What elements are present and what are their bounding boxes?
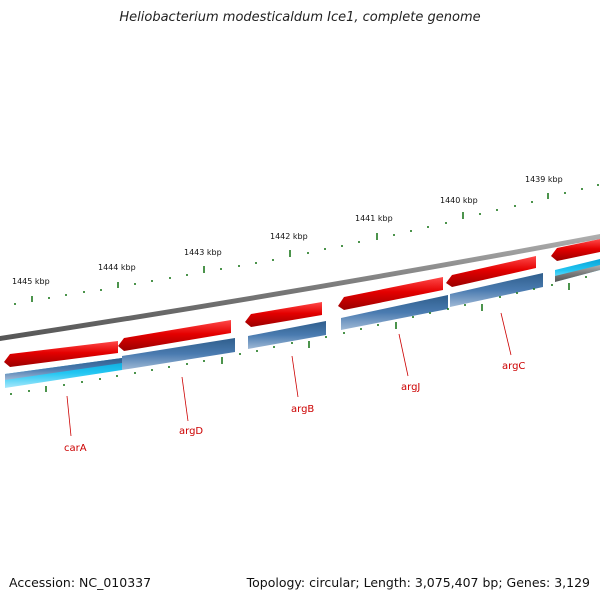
gene-label-argJ[interactable]: argJ — [401, 382, 420, 393]
gene-label-argD[interactable]: argD — [179, 426, 203, 437]
gene-carA-forward[interactable] — [4, 341, 118, 367]
gene-label-argC[interactable]: argC — [502, 361, 525, 372]
gene-argB-forward[interactable] — [245, 302, 322, 327]
kbp-label: 1439 kbp — [525, 175, 563, 184]
kbp-label: 1442 kbp — [270, 232, 308, 241]
genome-summary-text: Topology: circular; Length: 3,075,407 bp… — [246, 575, 590, 590]
gene-label-leaders — [66, 312, 512, 437]
gene-label-argB[interactable]: argB — [291, 404, 314, 415]
accession-text: Accession: NC_010337 — [9, 575, 152, 590]
gene-argB-reverse[interactable] — [248, 321, 326, 349]
gene-carA-reverse-upper[interactable] — [5, 358, 122, 380]
gene-argJ-forward[interactable] — [338, 277, 443, 310]
gene-labels: carA argD argB argJ argC — [64, 361, 525, 454]
kbp-label: 1441 kbp — [355, 214, 393, 223]
gene-argD-reverse[interactable] — [122, 338, 235, 370]
gene-argJ-reverse[interactable] — [341, 295, 448, 330]
inner-tick-marks — [10, 276, 587, 395]
kbp-label: 1444 kbp — [98, 263, 136, 272]
kbp-labels: 1445 kbp 1444 kbp 1443 kbp 1442 kbp 1441… — [12, 175, 563, 286]
kbp-label: 1440 kbp — [440, 196, 478, 205]
gene-next-forward[interactable] — [551, 239, 600, 261]
outer-tick-marks — [14, 184, 599, 305]
gene-next-reverse-lower[interactable] — [555, 265, 600, 282]
kbp-label: 1445 kbp — [12, 277, 50, 286]
gene-label-carA[interactable]: carA — [64, 443, 87, 454]
gene-argC-forward[interactable] — [446, 256, 536, 287]
gene-argD-forward[interactable] — [118, 320, 231, 351]
genome-backbone — [0, 234, 600, 341]
forward-strand-genes — [4, 239, 600, 367]
kbp-label: 1443 kbp — [184, 248, 222, 257]
reverse-strand-genes — [5, 259, 600, 388]
genome-title: Heliobacterium modesticaldum Ice1, compl… — [119, 10, 481, 25]
gene-argC-reverse[interactable] — [450, 273, 543, 307]
